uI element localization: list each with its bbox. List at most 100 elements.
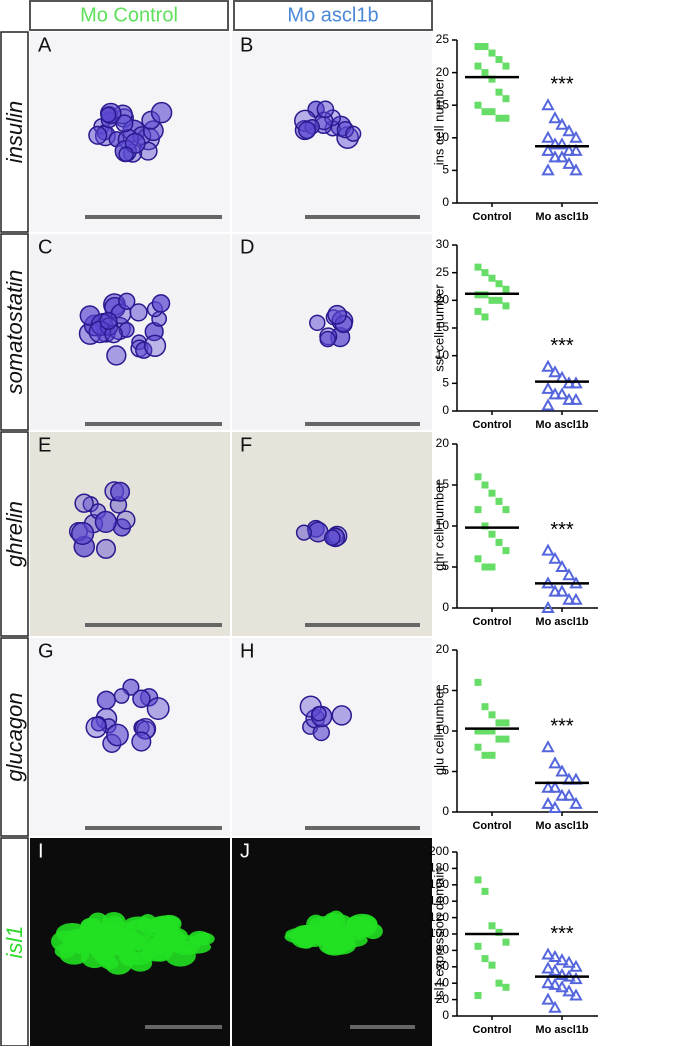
y-tick-label: 20 [436, 642, 450, 656]
point [548, 780, 562, 793]
cell [94, 510, 117, 534]
cell [141, 940, 171, 962]
row-label: glucagon [2, 692, 27, 781]
cell [151, 294, 171, 313]
point [502, 506, 510, 514]
cell [325, 527, 346, 548]
point [541, 796, 555, 809]
cell [95, 538, 117, 559]
x-tick-label: Mo ascl1b [535, 419, 588, 431]
row-label: insulin [2, 101, 27, 163]
point [481, 703, 489, 711]
point [548, 977, 562, 990]
row-label-box [0, 837, 29, 1046]
point [495, 56, 503, 64]
point [481, 481, 489, 489]
point [541, 543, 555, 556]
point [474, 263, 482, 271]
x-tick-label: Control [472, 616, 511, 628]
point [495, 538, 503, 546]
y-tick-label: 0 [442, 403, 449, 417]
y-tick-label: 25 [436, 265, 450, 279]
point [502, 547, 510, 555]
point [495, 979, 503, 987]
point [481, 43, 489, 51]
point [502, 719, 510, 727]
annotation: *** [550, 73, 574, 95]
y-tick-label: 15 [436, 683, 450, 697]
y-tick-label: 140 [429, 893, 449, 907]
point [562, 568, 576, 581]
point [548, 800, 562, 813]
point [548, 963, 562, 976]
point [495, 88, 503, 96]
cell [129, 303, 148, 322]
x-tick-label: Control [472, 211, 511, 223]
cell [90, 927, 116, 942]
row-label-box [0, 31, 29, 233]
point [569, 392, 583, 405]
point [502, 62, 510, 70]
point [474, 307, 482, 315]
cell [99, 311, 118, 331]
point [488, 530, 496, 538]
point [495, 735, 503, 743]
point [488, 751, 496, 759]
point [569, 592, 583, 605]
cell [100, 106, 117, 123]
point [569, 163, 583, 176]
cell [118, 292, 136, 310]
panel-letter: I [38, 840, 44, 862]
point [495, 719, 503, 727]
cell [69, 931, 95, 955]
cell [316, 100, 335, 119]
y-tick-label: 40 [436, 975, 450, 989]
y-tick-label: 180 [429, 861, 449, 875]
y-tick-label: 5 [442, 376, 449, 390]
row-label-box [0, 233, 29, 431]
point [569, 143, 583, 156]
cell [156, 927, 189, 945]
cell [150, 101, 173, 124]
panel-letter: C [38, 236, 52, 258]
point [481, 108, 489, 116]
point [474, 727, 482, 735]
point [495, 928, 503, 936]
column-header: Mo ascl1b [287, 4, 378, 26]
y-tick-label: 5 [442, 764, 449, 778]
point [474, 506, 482, 514]
micrograph [232, 32, 432, 232]
point [474, 43, 482, 51]
y-tick-label: 0 [442, 804, 449, 818]
row-label-box [0, 431, 29, 637]
point [474, 678, 482, 686]
point [488, 727, 496, 735]
point [562, 392, 576, 405]
panel-letter: G [38, 640, 54, 662]
row-label: somatostatin [2, 270, 27, 395]
point [541, 398, 555, 411]
y-tick-label: 15 [436, 320, 450, 334]
point [488, 961, 496, 969]
point [541, 98, 555, 111]
point [481, 563, 489, 571]
point [502, 95, 510, 103]
point [541, 961, 555, 974]
cell [146, 697, 170, 721]
x-tick-label: Mo ascl1b [535, 1024, 588, 1036]
point [541, 947, 555, 960]
cell [131, 731, 152, 752]
annotation: *** [550, 923, 574, 945]
cell [96, 690, 116, 710]
y-tick-label: 15 [436, 97, 450, 111]
cell [110, 481, 131, 502]
row-label: isl1 [2, 925, 27, 958]
cell [74, 493, 94, 513]
point [569, 972, 583, 985]
panel-letter: H [240, 640, 254, 662]
cell [192, 932, 215, 946]
annotation: *** [550, 715, 574, 737]
point [502, 983, 510, 991]
y-axis-label: sst cell number [431, 284, 446, 372]
y-axis-label: Isl1 expression domain [431, 868, 446, 1001]
